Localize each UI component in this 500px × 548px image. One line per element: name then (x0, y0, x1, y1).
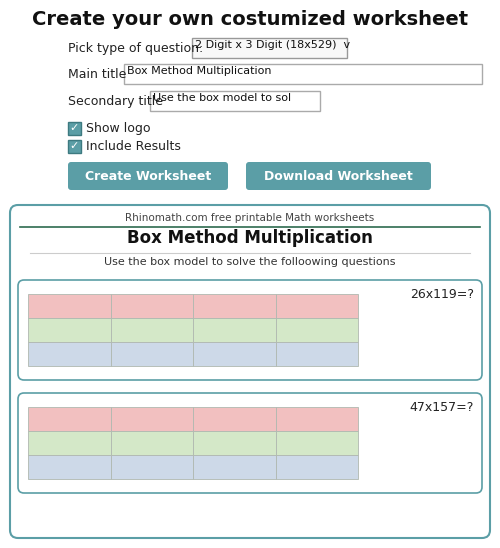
Bar (193, 431, 276, 455)
Bar (28, 294, 110, 318)
Bar (28, 318, 110, 342)
Text: Rhinomath.com free printable Math worksheets: Rhinomath.com free printable Math worksh… (126, 213, 374, 223)
Text: ✓: ✓ (70, 123, 79, 134)
Text: ✓: ✓ (70, 141, 79, 151)
Bar (276, 407, 358, 431)
Text: 2 Digit x 3 Digit (18x529)  v: 2 Digit x 3 Digit (18x529) v (195, 40, 350, 50)
Text: Box Method Multiplication: Box Method Multiplication (127, 66, 272, 76)
Bar (110, 431, 193, 455)
Text: Use the box model to sol: Use the box model to sol (153, 93, 291, 103)
Bar (276, 294, 358, 318)
Text: Use the box model to solve the folloowing questions: Use the box model to solve the folloowin… (104, 257, 396, 267)
FancyBboxPatch shape (18, 393, 482, 493)
FancyBboxPatch shape (18, 280, 482, 380)
FancyBboxPatch shape (68, 162, 228, 190)
Text: 26x119=?: 26x119=? (410, 288, 474, 301)
Text: Main title: Main title (68, 68, 126, 81)
Bar (110, 407, 193, 431)
Text: Create Worksheet: Create Worksheet (85, 169, 211, 182)
Bar (193, 294, 276, 318)
FancyBboxPatch shape (10, 205, 490, 538)
Text: Secondary title: Secondary title (68, 95, 163, 108)
Bar (193, 342, 276, 366)
Bar (68, 140, 81, 153)
Bar (110, 294, 193, 318)
Bar (28, 455, 110, 479)
Bar (276, 318, 358, 342)
Bar (110, 342, 193, 366)
Text: Box Method Multiplication: Box Method Multiplication (127, 229, 373, 247)
Text: Create your own costumized worksheet: Create your own costumized worksheet (32, 10, 468, 29)
Bar (193, 407, 276, 431)
Bar (150, 91, 320, 111)
Bar (68, 122, 81, 135)
Text: Pick type of question:: Pick type of question: (68, 42, 203, 55)
Bar (193, 318, 276, 342)
Text: 47x157=?: 47x157=? (410, 401, 474, 414)
Text: Download Worksheet: Download Worksheet (264, 169, 413, 182)
Text: Show logo: Show logo (86, 122, 150, 135)
Bar (192, 38, 347, 58)
Bar (276, 455, 358, 479)
Bar (28, 342, 110, 366)
Bar (110, 455, 193, 479)
Bar (193, 455, 276, 479)
Text: Include Results: Include Results (86, 140, 181, 153)
Bar (276, 342, 358, 366)
Bar (28, 407, 110, 431)
Bar (124, 64, 482, 84)
Bar (28, 431, 110, 455)
FancyBboxPatch shape (246, 162, 431, 190)
Bar (110, 318, 193, 342)
Bar (276, 431, 358, 455)
